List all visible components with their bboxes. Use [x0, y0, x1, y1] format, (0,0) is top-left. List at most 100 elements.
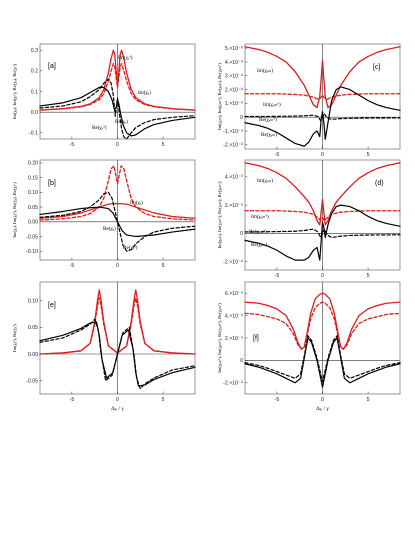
- x-tick-label: 0: [116, 397, 119, 403]
- series-line-black-dashed: [244, 335, 401, 383]
- y-tick-label: -1.×10⁻⁹: [223, 129, 243, 135]
- curve-annotation: Re(χₑₘ): [251, 241, 267, 248]
- y-axis-label: Im(χₑ), Im(χₑᵈ), Re(χₑ), Re(χₑᵈ): [12, 63, 18, 119]
- curve-annotation: Re(χₑ): [115, 118, 128, 125]
- y-tick-label: 0.1: [31, 89, 38, 95]
- panel-label: [e]: [48, 302, 56, 309]
- y-tick-label: -0.1: [29, 131, 38, 137]
- y-tick-label: 4.×10⁻⁹: [225, 60, 243, 66]
- panel-label: [a]: [48, 63, 56, 70]
- y-tick-label: -0.05: [26, 378, 38, 384]
- y-tick-label: 4.×10⁻⁹: [225, 313, 243, 319]
- curve-annotation: Im(χₑₘ): [257, 177, 273, 184]
- y-tick-label: 0.00: [28, 352, 38, 358]
- x-tick-label: 0: [116, 263, 119, 269]
- y-tick-label: 4.×10⁻⁹: [225, 175, 243, 181]
- series-line-black-dashed: [39, 318, 196, 390]
- y-axis-label: Im(χₑₘ), Im(χₑₘᵈ), Re(χₑₘ), Re(χₑₘᵈ): [217, 181, 223, 248]
- y-tick-label: 0.00: [28, 220, 38, 226]
- series-line-red-dashed: [244, 301, 401, 350]
- y-tick-label: 0: [240, 231, 243, 237]
- x-axis-label: Δₚ / γ: [316, 406, 329, 412]
- series-line-red-dashed: [39, 62, 196, 111]
- panel-b: -5 0 5 0.20 0.15 0.10 0.05 0.00 -0.05 -0.10 [b] Im(…: [12, 159, 196, 269]
- x-tick-label: -5: [70, 263, 75, 269]
- x-tick-label: -5: [70, 142, 75, 148]
- y-axis-label: Im(χₑ), Im(χₑᵈ), Re(χₑ), Re(χₑᵈ): [12, 182, 18, 238]
- panel-a: -5 0 5 0.3 0.2 0.1 0.0 -0.1 [a] Im(χₑᵈ) Im(χₑ) Re(χ…: [12, 43, 196, 148]
- x-tick-label: -5: [275, 397, 280, 403]
- x-tick-label: 5: [367, 152, 370, 158]
- y-tick-label: 0.10: [28, 298, 38, 304]
- y-axis-label: Im(χₑₘ), Im(χₑₘᵈ), Re(χₑₘ), Re(χₑₘᵈ): [217, 63, 223, 130]
- panel-label: (d): [375, 180, 384, 187]
- curve-annotation: Re(χₑₘ): [261, 131, 277, 138]
- y-tick-label: 6.×10⁻⁹: [225, 291, 243, 297]
- curve-annotation: Re(χₑ): [103, 225, 116, 232]
- y-tick-label: 2.×10⁻⁹: [225, 203, 243, 209]
- curve-annotation: Im(χₑᵈ): [118, 54, 133, 61]
- x-tick-label: 0: [321, 397, 324, 403]
- y-tick-label: -2.×10⁻⁹: [223, 381, 243, 387]
- series-line-red-dashed: [39, 165, 196, 221]
- x-tick-label: 5: [162, 142, 165, 148]
- curve-annotation: Im(χₑₘ): [257, 67, 273, 74]
- curve-annotation: Im(χₑ): [138, 89, 151, 96]
- panel-label: [c]: [373, 64, 380, 71]
- y-tick-label: -2.×10⁻⁹: [223, 259, 243, 265]
- x-tick-label: 5: [162, 263, 165, 269]
- y-tick-label: 2.×10⁻⁹: [225, 87, 243, 93]
- x-tick-label: 0: [116, 142, 119, 148]
- y-tick-label: -0.05: [26, 234, 38, 240]
- series-line-red-solid: [244, 46, 401, 109]
- x-tick-label: -5: [275, 152, 280, 158]
- series-line-black-solid: [244, 86, 401, 147]
- x-tick-label: 5: [367, 273, 370, 279]
- series-line-black-solid: [244, 337, 401, 388]
- y-tick-label: 0.20: [28, 161, 38, 167]
- series-line-black-dashed: [39, 78, 196, 140]
- y-tick-label: 0.2: [31, 69, 38, 75]
- panel-e: -5 0 5 0.10 0.05 0.00 -0.05 [e] Im(χₑᵈ), Re(χₑᵈ)…: [12, 281, 196, 412]
- y-tick-label: 0.05: [28, 205, 38, 211]
- series-line-black-solid: [39, 206, 196, 238]
- panel-c: -5 0 5 5.×10⁻⁹ 4.×10⁻⁹ 3.×10⁻⁹ 2.×10⁻⁹ 1.×10⁻⁹ 0…: [217, 43, 401, 158]
- curve-annotation: Im(χₑₘᵈ): [251, 213, 269, 220]
- series-line-red-solid: [244, 162, 401, 226]
- x-tick-label: 5: [162, 397, 165, 403]
- y-tick-label: -2.×10⁻⁹: [223, 143, 243, 149]
- curve-annotation: Im(χₑₘᵈ): [263, 101, 281, 108]
- series-line-black-dashed: [244, 228, 401, 239]
- panel-d: -5 0 5 4.×10⁻⁹ 2.×10⁻⁹ 0 -2.×10⁻⁹ (d) Im(χₑₘ) Im(…: [217, 159, 401, 279]
- curve-annotation: Re(χₑᵈ): [92, 124, 107, 131]
- y-axis-label: Im(χₑᵈ), Re(χₑᵈ): [12, 324, 18, 352]
- curve-annotation: Im(χₑ): [130, 199, 143, 206]
- x-tick-label: 0: [321, 273, 324, 279]
- y-tick-label: 0.05: [28, 325, 38, 331]
- y-tick-label: 0.10: [28, 190, 38, 196]
- series-line-red-solid: [244, 292, 401, 350]
- y-tick-label: 0.3: [31, 48, 38, 54]
- y-tick-label: 0.0: [31, 110, 38, 116]
- x-tick-label: -5: [70, 397, 75, 403]
- curve-annotation: Re(χₑₘᵈ): [249, 228, 267, 235]
- y-tick-label: 1.×10⁻⁹: [225, 101, 243, 107]
- y-tick-label: 0.15: [28, 175, 38, 181]
- series-line-red-solid: [39, 202, 196, 219]
- y-tick-label: 5.×10⁻⁹: [225, 46, 243, 52]
- y-axis-label: Im(χₑₘᵈ), Im(χₑₘᵈ), Re(χₑₘᵈ), Re(χₑₘᵈ): [217, 303, 223, 373]
- y-tick-label: 0: [240, 115, 243, 121]
- x-tick-label: -5: [275, 273, 280, 279]
- panel-label: [b]: [48, 180, 56, 187]
- y-tick-label: 2.×10⁻⁹: [225, 336, 243, 342]
- x-tick-label: 0: [321, 152, 324, 158]
- x-tick-label: 5: [367, 397, 370, 403]
- series-line-black-solid: [244, 204, 401, 261]
- series-line-black-dashed: [39, 191, 196, 252]
- panel-f: -5 0 5 6.×10⁻⁹ 4.×10⁻⁹ 2.×10⁻⁹ 0 -2.×10⁻⁹ [f] Im(…: [217, 281, 401, 412]
- series-line-red-dashed: [244, 210, 401, 222]
- y-tick-label: 0: [240, 358, 243, 364]
- series-line-black-dashed: [244, 113, 401, 122]
- y-tick-label: -0.10: [26, 249, 38, 255]
